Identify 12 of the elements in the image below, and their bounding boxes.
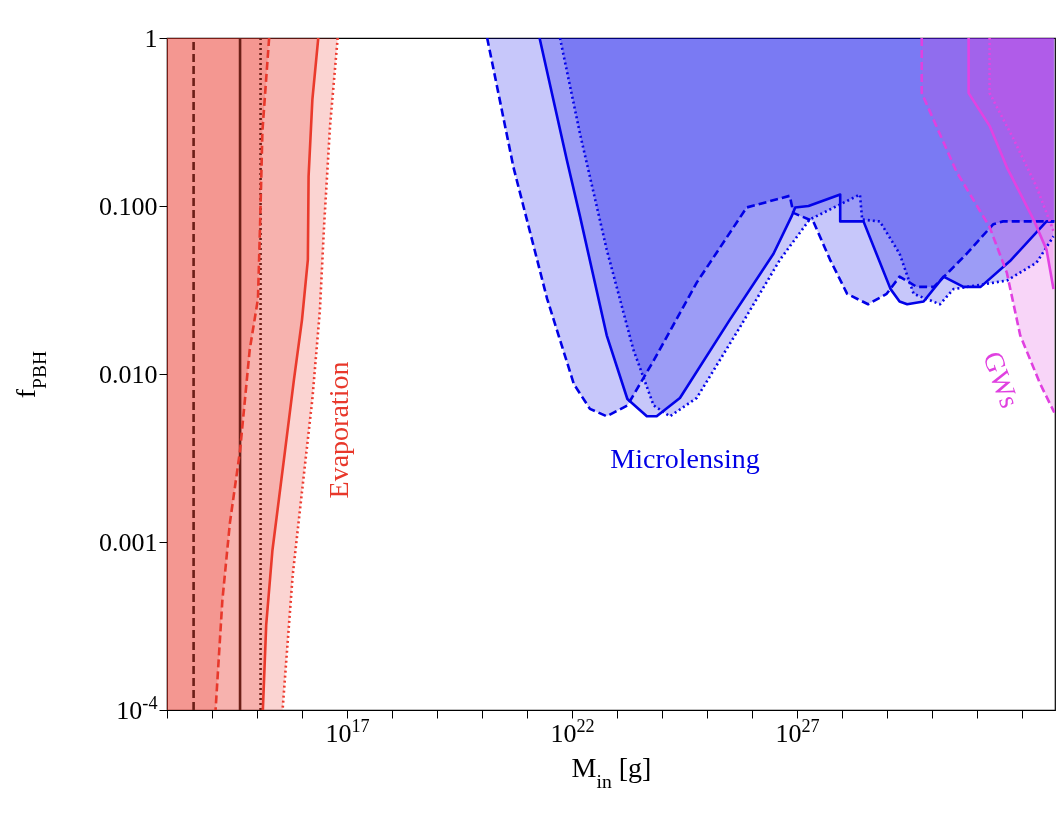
y-tick-label: 1 xyxy=(144,23,158,53)
y-tick-label: 0.010 xyxy=(99,359,158,389)
x-axis-title: M$_{in}$ [g] xyxy=(571,751,652,791)
y-tick-label: 10$^{-4}$ xyxy=(116,692,158,725)
y-tick-label: 0.001 xyxy=(99,527,158,557)
annotation: Evaporation xyxy=(323,361,354,499)
x-tick-label: 10$^{22}$ xyxy=(550,715,595,748)
annotation: Microlensing xyxy=(610,443,760,474)
annotation: GWs xyxy=(977,347,1026,412)
y-tick-label: 0.100 xyxy=(99,191,158,221)
x-tick-label: 10$^{27}$ xyxy=(775,715,820,748)
x-tick-label: 10$^{17}$ xyxy=(325,715,370,748)
